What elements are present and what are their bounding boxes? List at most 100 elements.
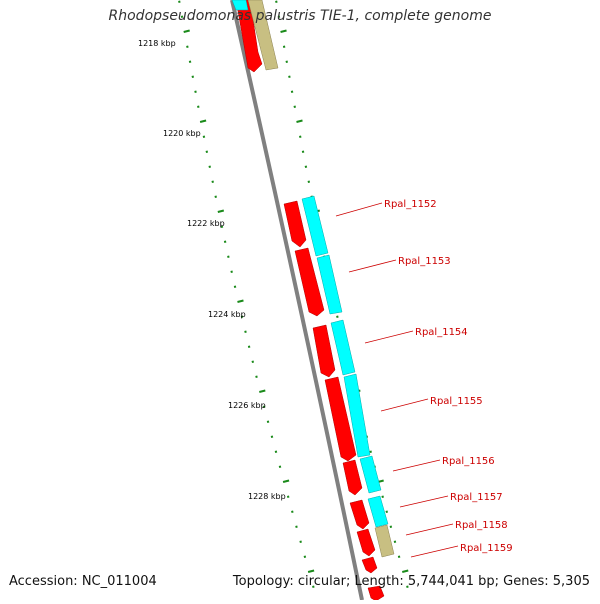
scale-outer-tick xyxy=(406,585,409,588)
gene-label-rpal-1154[interactable]: Rpal_1154 xyxy=(415,327,468,338)
scale-inner-tick xyxy=(220,225,224,228)
scale-inner-tick xyxy=(217,209,225,213)
scale-outer-tick xyxy=(277,15,281,18)
accession-text: Accession: NC_011004 xyxy=(9,574,157,589)
scale-outer-tick xyxy=(381,495,384,498)
scale-outer-tick xyxy=(397,555,401,558)
scale-inner-tick xyxy=(303,555,307,558)
scale-inner-tick xyxy=(259,389,266,393)
scale-labels: 1218 kbp 1220 kbp 1222 kbp 1224 kbp 1226… xyxy=(138,39,286,501)
gene-arrow-rpal-1153[interactable] xyxy=(294,247,325,317)
scale-inner-tick xyxy=(202,135,206,138)
scale-inner-tick xyxy=(307,569,315,573)
cds-rpal-1157[interactable] xyxy=(367,495,389,528)
gene-label-rpal-1152[interactable]: Rpal_1152 xyxy=(384,199,437,210)
cds-rpal-1156[interactable] xyxy=(359,455,382,494)
leader-rpal-1152 xyxy=(335,202,383,217)
gene-label-rpal-1156[interactable]: Rpal_1156 xyxy=(442,456,495,467)
scale-inner-tick xyxy=(286,495,290,498)
feature-other-top[interactable] xyxy=(247,0,279,71)
gene-arrow-rpal-1157[interactable] xyxy=(349,499,370,530)
scale-inner-tick xyxy=(186,45,189,48)
scale-inner-tick xyxy=(227,255,230,258)
scale-inner-tick xyxy=(223,240,227,243)
scale-outer-tick xyxy=(285,60,289,63)
gene-label-rpal-1158[interactable]: Rpal_1158 xyxy=(455,520,508,531)
scale-inner-tick xyxy=(274,450,278,453)
scale-inner-tick xyxy=(251,360,255,363)
gene-arrow-rpal-1154[interactable] xyxy=(312,324,336,378)
scale-inner-tick xyxy=(244,330,247,333)
scale-inner-tick xyxy=(299,540,302,543)
scale-outer-tick xyxy=(307,180,311,183)
scale-label-1220: 1220 kbp xyxy=(163,129,201,138)
gene-label-rpal-1159[interactable]: Rpal_1159 xyxy=(460,543,513,554)
scale-inner-tick xyxy=(240,315,244,318)
scale-inner-tick xyxy=(295,525,298,528)
scale-inner-tick xyxy=(266,420,270,423)
scale-outer-tick xyxy=(299,135,302,138)
scale-outer-tick xyxy=(282,45,286,48)
scale-outer-tick xyxy=(280,29,287,33)
scale-inner-tick xyxy=(180,15,184,18)
gene-arrow-rpal-1155[interactable] xyxy=(324,376,357,462)
scale-outer-tick xyxy=(301,150,305,153)
scale-outer-tick xyxy=(275,0,278,3)
scale-outer-tick xyxy=(401,569,409,573)
scale-inner-tick xyxy=(312,585,315,588)
scale-inner-tick xyxy=(282,479,290,483)
leader-rpal-1155 xyxy=(380,398,429,412)
scale-outer-tick xyxy=(293,105,297,108)
gene-arrow-rpal-1152[interactable] xyxy=(283,200,307,248)
scale-inner-tick xyxy=(191,75,195,78)
scale-label-1226: 1226 kbp xyxy=(228,401,266,410)
scale-outer-tick xyxy=(369,450,372,453)
scale-outer-tick xyxy=(290,90,294,93)
gene-arrow-rpal-1159[interactable] xyxy=(361,556,378,574)
cds-rpal-1155[interactable] xyxy=(343,373,371,458)
scale-inner-tick xyxy=(211,180,214,183)
gene-arrow-top-1[interactable] xyxy=(235,0,263,73)
gene-label-rpal-1157[interactable]: Rpal_1157 xyxy=(450,492,503,503)
gene-arrow-bottom[interactable] xyxy=(367,585,385,602)
cds-rpal-1153[interactable] xyxy=(316,254,343,315)
scale-label-1228: 1228 kbp xyxy=(248,492,286,501)
scale-outer-tick xyxy=(304,165,308,168)
scale-inner-tick xyxy=(262,405,266,408)
gene-arrow-rpal-1158[interactable] xyxy=(356,528,376,557)
feature-other-rpal-1158[interactable] xyxy=(374,524,395,558)
scale-inner-tick xyxy=(255,375,258,378)
scale-outer-tick xyxy=(393,540,397,543)
scale-inner-tick xyxy=(247,345,251,348)
topology-text: Topology: circular; Length: 5,744,041 bp… xyxy=(232,574,590,589)
leader-rpal-1157 xyxy=(399,495,449,508)
scale-inner-tick xyxy=(197,105,200,108)
scale-inner-tick xyxy=(278,465,282,468)
gene-arrow-rpal-1156[interactable] xyxy=(342,459,363,496)
scale-label-1218: 1218 kbp xyxy=(138,39,176,48)
gene-features xyxy=(231,0,395,602)
scale-inner-tick xyxy=(205,150,209,153)
cds-rpal-1154[interactable] xyxy=(330,319,356,376)
scale-inner-tick xyxy=(230,270,233,273)
gene-label-rpal-1153[interactable]: Rpal_1153 xyxy=(398,256,451,267)
scale-label-1222: 1222 kbp xyxy=(187,219,225,228)
gene-labels: Rpal_1152 Rpal_1153 Rpal_1154 Rpal_1155 … xyxy=(384,199,513,554)
scale-inner-tick xyxy=(291,510,294,513)
leader-rpal-1154 xyxy=(364,330,414,344)
scale-outer-tick xyxy=(336,315,339,318)
gene-label-rpal-1155[interactable]: Rpal_1155 xyxy=(430,396,483,407)
leader-rpal-1153 xyxy=(348,259,397,273)
scale-inner-tick xyxy=(214,195,217,198)
scale-outer-tick xyxy=(389,525,393,528)
leader-rpal-1156 xyxy=(392,459,441,472)
scale-outer-tick xyxy=(296,119,303,123)
scale-label-1224: 1224 kbp xyxy=(208,310,246,319)
feature-cds-top[interactable] xyxy=(231,0,249,11)
scale-inner-tick xyxy=(233,285,237,288)
scale-outer-tick xyxy=(385,510,388,513)
genome-backbone xyxy=(230,0,364,601)
cds-rpal-1152[interactable] xyxy=(301,195,329,257)
